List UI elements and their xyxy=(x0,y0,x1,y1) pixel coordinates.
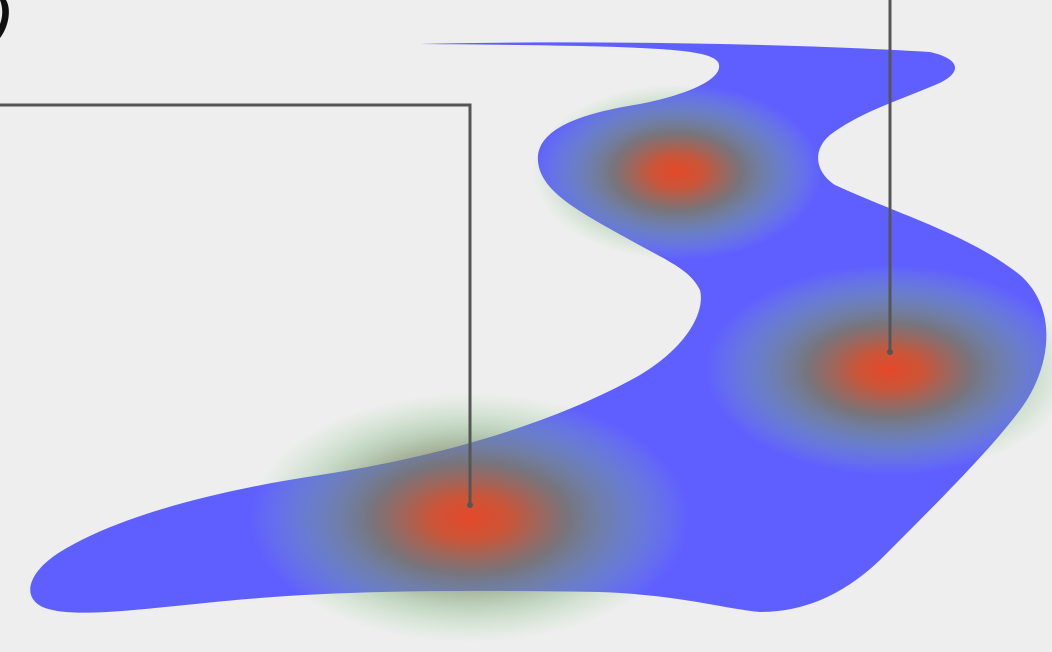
corner-shape xyxy=(0,0,9,38)
hotspot xyxy=(532,84,822,260)
leader-line xyxy=(0,103,472,505)
leader-dot xyxy=(887,349,893,355)
hotspot xyxy=(250,393,690,643)
leader-dot xyxy=(467,502,473,508)
hotspot xyxy=(705,265,1052,475)
